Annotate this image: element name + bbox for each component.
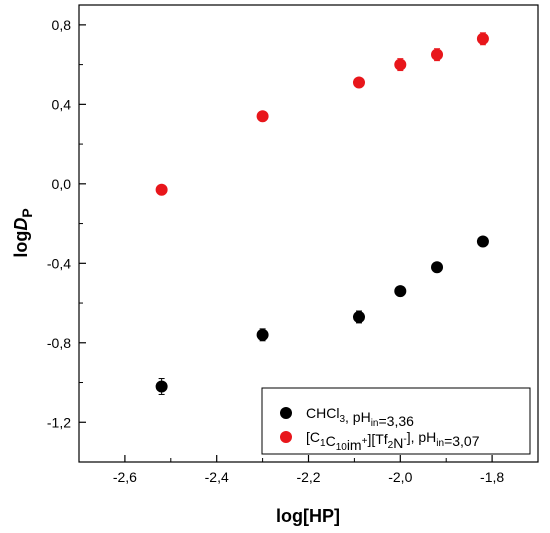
series-1 xyxy=(155,235,489,395)
y-tick-label: 0,8 xyxy=(52,17,72,33)
y-axis-title: logDP xyxy=(11,208,35,257)
legend-label-part: + xyxy=(362,436,368,447)
y-axis-title-subscript: P xyxy=(19,208,35,217)
data-point xyxy=(394,285,407,298)
data-point xyxy=(256,328,269,341)
data-point xyxy=(352,76,365,89)
legend-label-part: in xyxy=(436,438,444,449)
data-point xyxy=(476,32,489,45)
legend-box xyxy=(261,387,531,455)
legend-label-part: - xyxy=(403,434,406,445)
y-axis-title-prefix: log xyxy=(11,231,31,258)
x-tick-label: -2,6 xyxy=(113,469,137,485)
data-point xyxy=(256,110,269,123)
legend-label-part: N xyxy=(393,435,403,451)
legend-label-part: [C xyxy=(306,429,320,445)
legend-label-part: 2 xyxy=(388,440,394,451)
y-tick-label: 0,0 xyxy=(52,176,72,192)
legend-label-part: 1 xyxy=(320,438,326,449)
legend-label: [C1C10im+][Tf2N-], pHin=3,07 xyxy=(306,429,480,453)
legend: CHCl3, pHin=3,36[C1C10im+][Tf2N-], pHin=… xyxy=(261,387,531,455)
y-tick-label: -1,2 xyxy=(47,414,71,430)
axis-ticks xyxy=(78,24,539,463)
data-point xyxy=(155,183,168,196)
legend-label-part: ], pH xyxy=(407,429,437,445)
data-point xyxy=(394,58,407,71)
data-point xyxy=(431,261,444,274)
legend-label-part: =3,07 xyxy=(444,433,480,449)
y-tick-label: -0,4 xyxy=(47,255,71,271)
x-tick-label: -2,4 xyxy=(205,469,229,485)
legend-label-part: =3,36 xyxy=(379,413,415,429)
data-point xyxy=(352,310,365,323)
y-tick-label: -0,8 xyxy=(47,335,71,351)
data-points xyxy=(155,32,489,395)
legend-label: CHCl3, pHin=3,36 xyxy=(306,405,414,429)
data-point xyxy=(476,235,489,248)
x-tick-label: -2,2 xyxy=(296,469,320,485)
x-axis-title: log[HP] xyxy=(276,506,340,526)
legend-label-part: in xyxy=(371,418,379,429)
axis-tick-labels: -2,6 -2,4 -2,2 -2,0 -1,8 -1,2 -0,8 -0,4 0,0 0,4 0,… xyxy=(47,17,505,485)
legend-label-part: C xyxy=(326,433,336,449)
y-axis-title-symbol: D xyxy=(11,218,31,231)
x-tick-label: -2,0 xyxy=(388,469,412,485)
data-point xyxy=(155,380,168,393)
legend-marker xyxy=(280,431,292,443)
legend-label-part: , pH xyxy=(345,409,371,425)
data-point xyxy=(431,48,444,61)
legend-label-part: 3 xyxy=(339,414,345,425)
legend-marker xyxy=(280,407,292,419)
legend-label-part: ][Tf xyxy=(367,431,387,447)
legend-label-part: 10 xyxy=(336,442,348,453)
legend-label-part: CHCl xyxy=(306,405,339,421)
y-tick-label: 0,4 xyxy=(52,96,72,112)
x-tick-label: -1,8 xyxy=(480,469,504,485)
series-2 xyxy=(155,32,489,196)
legend-label-part: im xyxy=(347,437,362,453)
